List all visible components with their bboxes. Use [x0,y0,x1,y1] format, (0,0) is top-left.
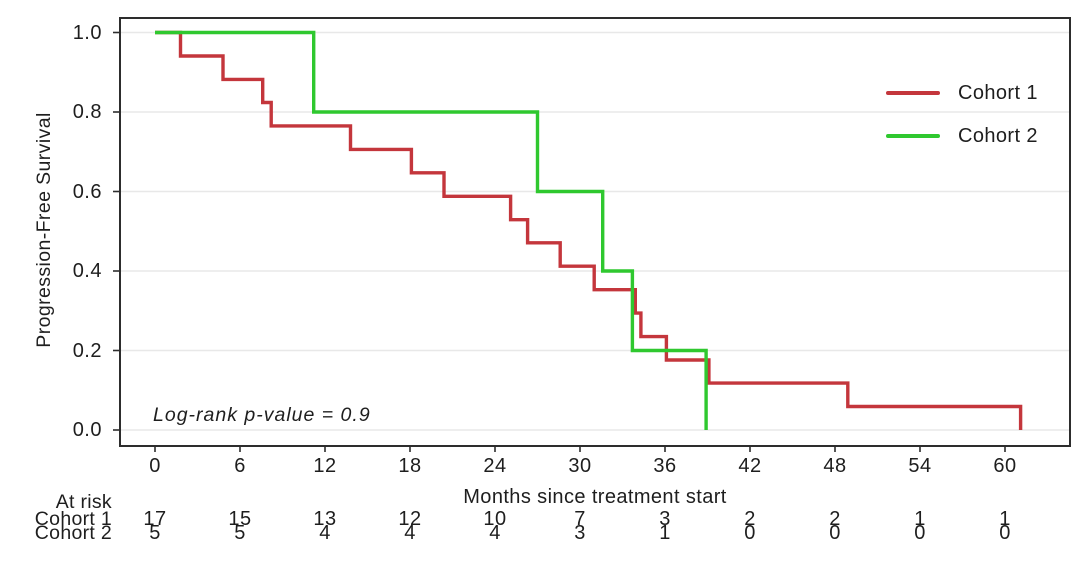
at-risk-header: At risk [55,491,112,513]
at-risk-count: 13 [313,508,337,530]
at-risk-count: 5 [234,522,246,544]
at-risk-count: 10 [483,508,507,530]
at-risk-count: 1 [999,508,1011,530]
at-risk-count: 4 [489,522,501,544]
at-risk-count: 1 [914,508,926,530]
at-risk-count: 17 [143,508,167,530]
legend-line-cohort-2-icon [886,134,940,138]
at-risk-count: 12 [398,508,422,530]
x-tick-label: 24 [483,455,507,477]
x-tick-label: 30 [568,455,592,477]
legend-item-cohort-1: Cohort 1 [886,81,1038,104]
at-risk-row-label-cohort-2: Cohort 2 [34,522,112,544]
x-tick-label: 36 [653,455,677,477]
x-tick-label: 0 [149,455,161,477]
x-tick-label: 12 [313,455,337,477]
at-risk-count: 5 [149,522,161,544]
y-tick-label: 0.6 [72,180,102,203]
legend-label-cohort-2: Cohort 2 [958,124,1038,147]
km-curve-cohort-2 [155,30,708,430]
at-risk-count: 4 [319,522,331,544]
at-risk-count: 0 [999,522,1011,544]
y-tick-label: 0.2 [72,339,102,362]
legend-label-cohort-1: Cohort 1 [958,81,1038,104]
log-rank-annotation: Log-rank p-value = 0.9 [153,404,371,426]
at-risk-count: 0 [829,522,841,544]
x-axis-title: Months since treatment start [463,486,727,508]
at-risk-count: 15 [228,508,252,530]
y-tick-label: 0.8 [72,101,102,123]
y-axis-title: Progression-Free Survival [33,112,55,348]
legend-line-cohort-1-icon [886,91,940,95]
km-curve-cohort-1 [155,30,1023,430]
x-tick-label: 18 [398,455,422,477]
x-tick-label: 6 [234,455,246,477]
at-risk-count: 3 [574,522,586,544]
x-tick-label: 54 [908,455,932,477]
legend-item-cohort-2: Cohort 2 [886,124,1038,147]
y-tick-label: 0.4 [72,260,102,282]
at-risk-count: 7 [574,508,586,530]
at-risk-count: 1 [659,522,671,544]
plot-border [119,17,1071,447]
at-risk-count: 0 [744,522,756,544]
x-tick-label: 42 [738,455,762,477]
at-risk-count: 3 [659,508,671,530]
at-risk-row-label-cohort-1: Cohort 1 [34,508,112,530]
at-risk-count: 0 [914,522,926,544]
at-risk-count: 2 [744,508,756,530]
at-risk-count: 4 [404,522,416,544]
at-risk-count: 2 [829,508,841,530]
y-tick-label: 1.0 [72,21,102,44]
x-tick-label: 48 [823,455,847,477]
x-tick-label: 60 [993,455,1017,477]
y-tick-label: 0.0 [72,419,102,441]
